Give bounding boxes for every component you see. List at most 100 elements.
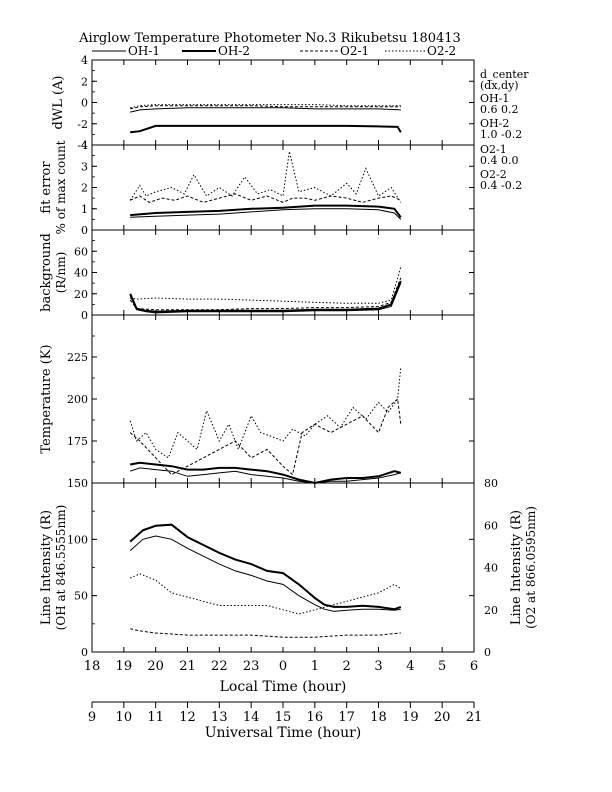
y-axis-label-2: (R/nm) [54, 252, 68, 294]
series-intensity-o2-1 [130, 628, 401, 638]
x-local-axis-label: Local Time (hour) [220, 679, 347, 695]
y2-axis-label-2: (O2 at 866.0595nm) [524, 506, 538, 629]
side-info-value: 0.4 0.0 [480, 154, 518, 167]
chart-title: Airglow Temperature Photometer No.3 Riku… [78, 31, 461, 46]
y-axis-label: dWL (A) [51, 76, 66, 130]
x-universal-tick-label: 19 [402, 710, 419, 725]
x-universal-tick-label: 9 [88, 710, 96, 725]
x-universal-tick-label: 11 [147, 710, 164, 725]
legend-label-o2-2: O2-2 [427, 44, 456, 58]
y-tick-label: 225 [67, 351, 88, 364]
series-bg-oh-2 [129, 280, 402, 313]
x-universal-tick-label: 18 [370, 710, 387, 725]
y-tick-label: 200 [67, 393, 88, 406]
side-info: d_center(dx,dy)OH-10.6 0.2OH-21.0 -0.2 O2… [480, 68, 529, 192]
side-info-label: O2-2 [480, 168, 507, 181]
y-axis-label: fit error [39, 161, 54, 214]
y-tick-label: 50 [74, 590, 88, 603]
y-axis-label: background [39, 233, 54, 312]
y-axis-label: Line Intensity (R) [39, 510, 54, 625]
y-tick-label: 60 [74, 245, 88, 258]
y-tick-label: 2 [81, 182, 88, 195]
x-local-tick-label: 3 [374, 659, 382, 674]
series-intensity-oh-2 [129, 523, 402, 611]
panel-frame [91, 482, 475, 653]
x-local-tick-label: 5 [438, 659, 446, 674]
x-local-tick-label: 1 [311, 659, 319, 674]
x-local-tick-label: 4 [406, 659, 414, 674]
y-axis-label-2: % of max count [54, 140, 68, 234]
series-temp-o2-1 [129, 397, 402, 476]
panel-dwl: -4 -2 0 2 4 dWL (A) [51, 54, 475, 152]
x-universal-tick-label: 16 [307, 710, 324, 725]
x-universal-tick-label: 20 [434, 710, 451, 725]
series-dwl-oh-1 [130, 107, 401, 113]
panel-frame [91, 144, 475, 231]
series-intensity-oh-1 [129, 535, 401, 612]
x-local-tick-label: 22 [211, 659, 228, 674]
series-temp-oh-1 [130, 467, 401, 484]
series-bg-o2-1 [129, 277, 402, 311]
x-universal-tick-label: 12 [179, 710, 196, 725]
y-tick-label: 0 [81, 646, 88, 659]
y-tick-label: 150 [67, 477, 88, 490]
series-fit-oh-1 [130, 208, 402, 220]
series-intensity-o2-2 [129, 573, 402, 615]
y2-tick-label: 0 [484, 646, 491, 659]
side-info-value: 0.4 -0.2 [480, 179, 522, 192]
chart-panels: -4 -2 0 2 4 dWL (A) 0 1 2 3 4 fit error% of max cou… [39, 54, 538, 659]
x-local-tick-label: 18 [84, 659, 101, 674]
side-info-value: 1.0 -0.2 [480, 128, 522, 141]
series-fit-o2-2 [129, 151, 402, 203]
panel-frame [91, 59, 475, 146]
x-local-tick-label: 19 [116, 659, 133, 674]
x-universal-tick-label: 17 [338, 710, 355, 725]
x-universal-tick-label: 14 [243, 710, 260, 725]
side-info-value: 0.6 0.2 [480, 103, 518, 116]
y2-axis-label: Line Intensity (R) [509, 510, 524, 625]
side-info-label: O2-1 [480, 143, 507, 156]
x-local-tick-label: 2 [343, 659, 351, 674]
y2-tick-label: 60 [484, 519, 498, 532]
y2-tick-label: 20 [484, 604, 498, 617]
panel-frame [91, 314, 475, 484]
legend-label-oh-2: OH-2 [218, 44, 250, 58]
y-tick-label: -2 [77, 118, 88, 131]
y-axis-label: Temperature (K) [39, 344, 54, 453]
y-tick-label: 0 [81, 309, 88, 322]
x-local-tick-label: 21 [179, 659, 196, 674]
x-local-tick-label: 6 [470, 659, 478, 674]
y2-tick-label: 40 [484, 562, 498, 575]
panel-fit: 0 1 2 3 4 fit error% of max count [39, 139, 475, 237]
y-tick-label: 100 [67, 533, 88, 546]
y-tick-label: 40 [74, 267, 88, 280]
panel-frame [91, 229, 475, 316]
x-local-tick-label: 23 [243, 659, 260, 674]
side-info-subheader: (dx,dy) [480, 79, 519, 92]
y-tick-label: 4 [81, 54, 88, 67]
legend-label-o2-1: O2-1 [340, 44, 369, 58]
legend-label-oh-1: OH-1 [128, 44, 160, 58]
side-info-label: OH-2 [480, 117, 509, 130]
x-universal-tick-label: 15 [275, 710, 292, 725]
panel-temp: 150 175 200 225 Temperature (K) [39, 314, 475, 490]
series-fit-o2-1 [129, 193, 402, 203]
x-universal-tick-label: 21 [466, 710, 483, 725]
panel-bg: 0 20 40 60 background (R/nm) [39, 229, 475, 322]
x-local-tick-label: 20 [147, 659, 164, 674]
x-universal-axis-label: Universal Time (hour) [205, 725, 362, 741]
legend: OH-1 OH-2 O2-1 O2-2 [92, 44, 456, 58]
side-info-header: d_center [480, 68, 529, 81]
y-tick-label: 0 [81, 97, 88, 110]
x-local-tick-label: 0 [279, 659, 287, 674]
y-tick-label: 1 [81, 203, 88, 216]
y-tick-label: 4 [81, 139, 88, 152]
x-universal-tick-label: 10 [116, 710, 133, 725]
y-tick-label: 20 [74, 288, 88, 301]
series-bg-o2-2 [130, 267, 402, 304]
y-tick-label: 175 [67, 435, 88, 448]
series-temp-o2-2 [129, 367, 402, 459]
y-axis-label-2: (OH at 846.5555nm) [54, 505, 68, 631]
